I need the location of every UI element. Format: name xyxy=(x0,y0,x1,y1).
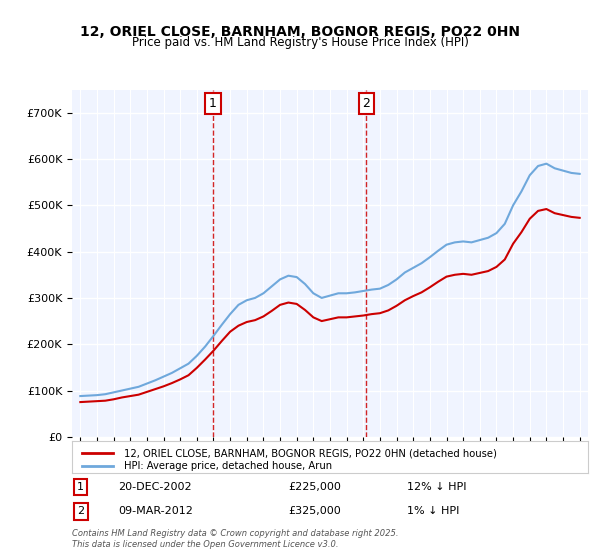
Text: 12, ORIEL CLOSE, BARNHAM, BOGNOR REGIS, PO22 0HN: 12, ORIEL CLOSE, BARNHAM, BOGNOR REGIS, … xyxy=(80,25,520,39)
Text: £225,000: £225,000 xyxy=(289,482,341,492)
Text: 1: 1 xyxy=(209,97,217,110)
Text: 2: 2 xyxy=(77,506,84,516)
Text: 1: 1 xyxy=(77,482,84,492)
Text: 1% ↓ HPI: 1% ↓ HPI xyxy=(407,506,460,516)
Text: £325,000: £325,000 xyxy=(289,506,341,516)
Text: HPI: Average price, detached house, Arun: HPI: Average price, detached house, Arun xyxy=(124,461,332,471)
Text: 12, ORIEL CLOSE, BARNHAM, BOGNOR REGIS, PO22 0HN (detached house): 12, ORIEL CLOSE, BARNHAM, BOGNOR REGIS, … xyxy=(124,448,496,458)
Text: Contains HM Land Registry data © Crown copyright and database right 2025.
This d: Contains HM Land Registry data © Crown c… xyxy=(72,529,398,549)
Text: 12% ↓ HPI: 12% ↓ HPI xyxy=(407,482,467,492)
Text: 2: 2 xyxy=(362,97,370,110)
Text: Price paid vs. HM Land Registry's House Price Index (HPI): Price paid vs. HM Land Registry's House … xyxy=(131,36,469,49)
Text: 20-DEC-2002: 20-DEC-2002 xyxy=(118,482,192,492)
Text: 09-MAR-2012: 09-MAR-2012 xyxy=(118,506,193,516)
